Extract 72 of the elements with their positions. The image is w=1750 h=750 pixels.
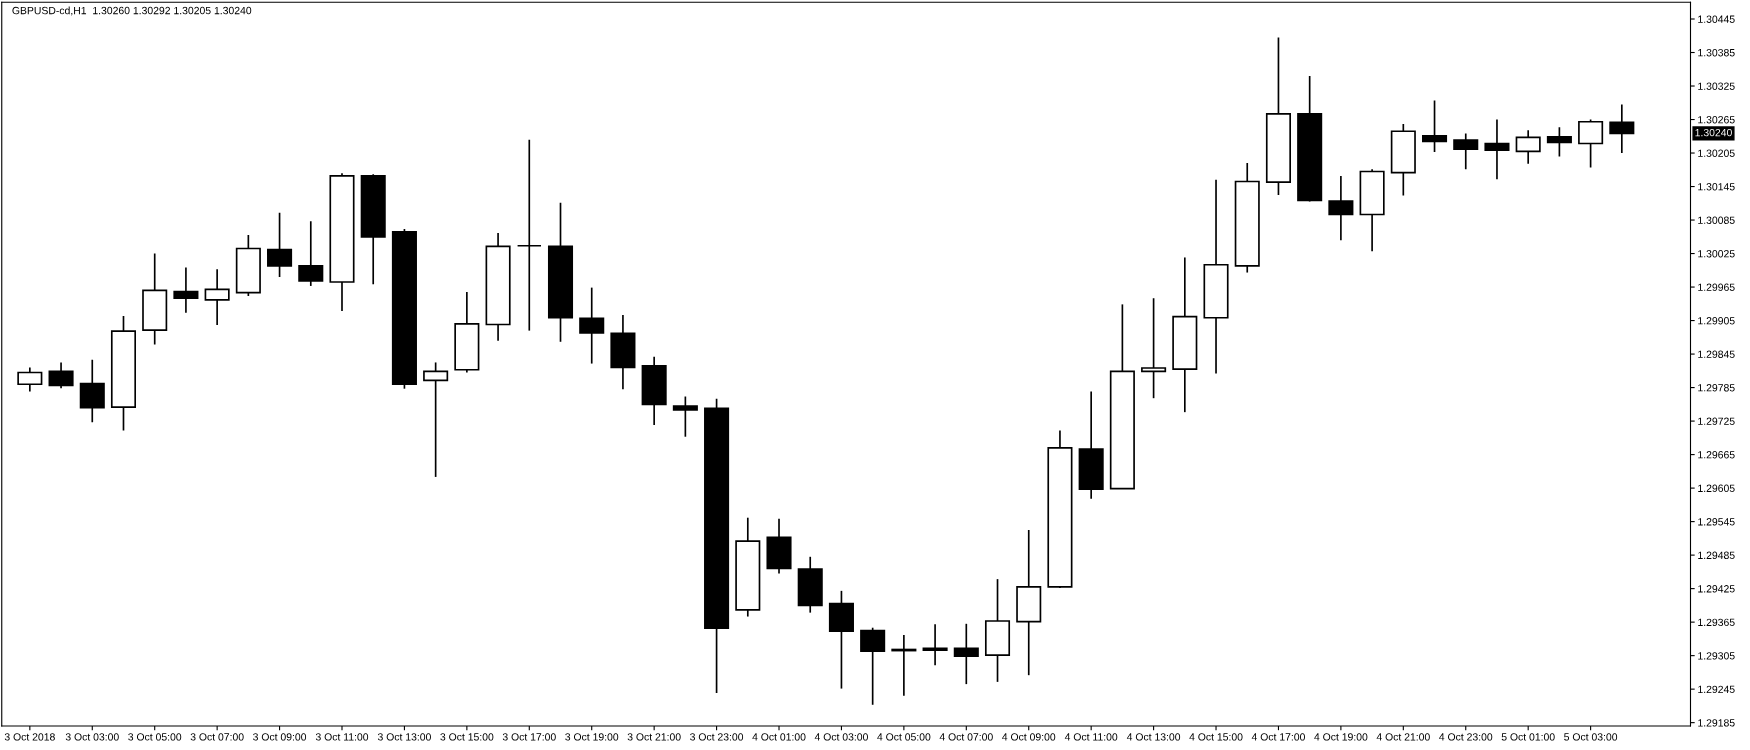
candlestick: [922, 623, 948, 666]
y-tick-label: 1.30385: [1698, 49, 1735, 57]
candlestick: [1421, 99, 1448, 153]
candlestick: [1141, 297, 1167, 400]
candlestick: [1546, 126, 1572, 158]
candlestick: [267, 211, 293, 278]
x-tick-label: 4 Oct 21:00: [1376, 733, 1430, 741]
candlestick: [48, 361, 74, 389]
y-tick-label: 1.29965: [1698, 283, 1735, 291]
x-tick-label: 4 Oct 13:00: [1126, 733, 1181, 741]
y-tick-label: 1.29365: [1698, 618, 1735, 627]
x-tick-label: 4 Oct 17:00: [1251, 733, 1305, 741]
candlestick: [1328, 175, 1354, 241]
x-tick-label: 3 Oct 2018: [4, 733, 55, 741]
y-tick-label: 1.29905: [1698, 317, 1735, 325]
y-tick-label: 1.30025: [1698, 250, 1735, 258]
candlestick: [579, 286, 605, 365]
y-tick-label: 1.29665: [1698, 451, 1735, 459]
x-tick-label: 3 Oct 03:00: [65, 733, 119, 741]
y-tick-label: 1.29185: [1698, 719, 1735, 727]
x-tick-label: 5 Oct 03:00: [1564, 733, 1618, 741]
y-tick-label: 1.29425: [1698, 585, 1735, 593]
y-tick-label: 1.30085: [1698, 216, 1735, 224]
candlestick: [953, 622, 979, 685]
x-tick-label: 4 Oct 09:00: [1002, 733, 1056, 741]
candlestick: [173, 266, 199, 314]
candlestick: [423, 361, 449, 478]
x-tick-label: 3 Oct 11:00: [315, 733, 369, 741]
x-tick-label: 3 Oct 09:00: [253, 733, 307, 741]
x-tick-label: 4 Oct 03:00: [814, 733, 868, 741]
text: 1.30240: [1695, 128, 1732, 137]
y-tick-label: 1.29725: [1698, 417, 1735, 425]
y-tick-label: 1.30265: [1698, 116, 1735, 124]
candlestick: [860, 626, 886, 706]
y-tick-label: 1.29305: [1698, 652, 1735, 660]
x-tick-label: 3 Oct 21:00: [627, 733, 681, 741]
x-tick-label: 4 Oct 15:00: [1189, 733, 1243, 741]
y-tick-label: 1.30205: [1698, 149, 1735, 157]
candlestick: [672, 395, 698, 438]
candlestick: [1453, 132, 1479, 171]
x-tick-label: 3 Oct 07:00: [190, 733, 244, 741]
y-tick-label: 1.29605: [1698, 484, 1735, 492]
x-tick-label: 4 Oct 19:00: [1314, 733, 1368, 741]
x-tick-label: 4 Oct 11:00: [1064, 733, 1118, 741]
chart-title: GBPUSD-cd,H1 1.30260 1.30292 1.30205 1.30240: [12, 6, 252, 16]
candlestick: [17, 366, 43, 393]
x-tick-label: 3 Oct 19:00: [565, 733, 619, 741]
candlestick: [1578, 118, 1604, 169]
candlestick: [204, 268, 230, 326]
x-tick-label: 3 Oct 05:00: [128, 733, 182, 741]
x-tick-label: 4 Oct 07:00: [939, 733, 993, 741]
x-tick-label: 4 Oct 05:00: [877, 733, 931, 741]
x-tick-label: 3 Oct 13:00: [377, 733, 431, 741]
candlestick: [516, 138, 542, 332]
x-tick-label: 3 Oct 23:00: [690, 733, 744, 741]
y-tick-label: 1.30145: [1698, 183, 1735, 191]
candlestick: [1609, 103, 1635, 154]
y-tick-label: 1.29845: [1698, 350, 1735, 358]
x-tick-label: 4 Oct 01:00: [752, 733, 806, 741]
candlestick: [298, 220, 324, 287]
candlestick: [1484, 118, 1510, 181]
candlestick: [1515, 129, 1541, 165]
y-tick-label: 1.30445: [1698, 15, 1735, 23]
x-tick-label: 5 Oct 01:00: [1501, 733, 1555, 741]
y-tick-label: 1.29245: [1698, 685, 1735, 694]
y-tick-label: 1.29785: [1698, 384, 1735, 392]
y-tick-label: 1.30325: [1698, 82, 1735, 90]
x-tick-label: 3 Oct 15:00: [440, 733, 494, 741]
x-tick-label: 3 Oct 17:00: [502, 733, 556, 741]
y-tick-label: 1.29485: [1698, 551, 1735, 559]
y-tick-label: 1.29545: [1698, 518, 1735, 526]
x-tick-label: 4 Oct 23:00: [1439, 733, 1493, 741]
